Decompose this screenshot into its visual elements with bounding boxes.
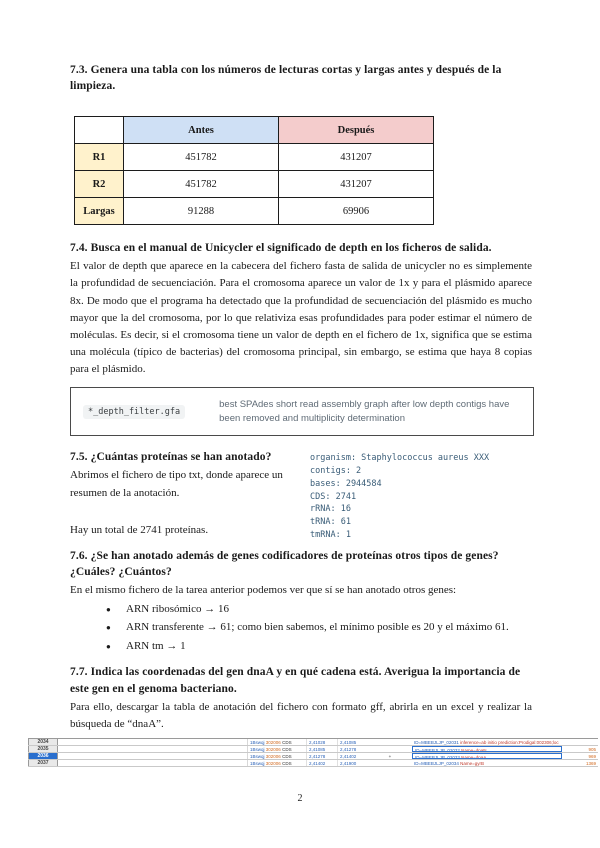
document-page: 7.3. Genera una tabla con los números de…	[70, 64, 534, 730]
section-7-4-heading: 7.4. Busca en el manual de Unicycler el …	[70, 242, 492, 255]
cell-largas-antes: 91288	[123, 197, 279, 226]
cell-r1-despues: 431207	[278, 143, 434, 172]
section-7-6-intro: En el mismo fichero de la tarea anterior…	[70, 583, 457, 596]
cell-end: 2,41085	[337, 739, 368, 745]
gfa-filename-code: *_depth_filter.gfa	[83, 404, 186, 419]
row-number: 2037	[28, 760, 58, 766]
col-header-despues: Después	[278, 116, 434, 145]
cell-start: 2,41028	[306, 739, 337, 745]
spreadsheet-row: 2035 1Bswqj 302006 CDS 2,41085 2,41278 I…	[28, 746, 598, 753]
code-line: tRNA: 61	[310, 517, 351, 528]
list-item: ● ARN ribosómico → 16	[100, 601, 532, 618]
code-line: CDS: 2741	[310, 491, 357, 502]
annotation-summary-code: organism: Staphylococcus aureus XXX conti…	[310, 449, 489, 541]
list-item: ● ARN transferente → 61; como bien sabem…	[100, 619, 532, 636]
section-7-4-body: El valor de depth que aparece en la cabe…	[70, 260, 532, 376]
spreadsheet-row: 2034 1Bswqj 302006 CDS 2,41028 2,41085 I…	[28, 739, 598, 746]
col-header-antes: Antes	[123, 116, 279, 145]
section-7-5-heading: 7.5. ¿Cuántas proteínas se han anotado?	[70, 451, 272, 464]
cell-extra: 969	[588, 754, 596, 759]
cell-strand: +	[388, 754, 392, 759]
cell-strand	[368, 760, 412, 766]
cell-r2-despues: 431207	[278, 170, 434, 199]
cell-largas-despues: 69906	[278, 197, 434, 226]
section-7-5: 7.5. ¿Cuántas proteínas se han anotado? …	[70, 449, 532, 541]
cell-seq-source-feature: 1Bswqj 302006 CDS	[250, 740, 292, 745]
list-item-text: ARN transferente → 61; como bien sabemos…	[126, 621, 509, 634]
row-label-r2: R2	[74, 170, 124, 199]
cell-end: 2,41900	[337, 760, 368, 766]
cell-seq-source-feature: 1Bswqj 302006 CDS	[250, 754, 292, 759]
cell-attributes-selected[interactable]: ID=MBEBJLJP_02032 Name=dnaN	[412, 746, 562, 752]
bullet-icon: ●	[106, 604, 111, 614]
gfa-file-description: best SPAdes short read assembly graph af…	[219, 398, 510, 424]
cell-start: 2,41402	[306, 760, 337, 766]
row-label-largas: Largas	[74, 197, 124, 226]
section-7-3-heading: 7.3. Genera una tabla con los números de…	[70, 64, 502, 93]
cell-seq-source-feature: 1Bswqj 302006 CDS	[250, 761, 292, 766]
manual-excerpt-box: *_depth_filter.gfa best SPAdes short rea…	[70, 387, 534, 437]
code-line: contigs: 2	[310, 466, 362, 477]
cell-extra: 905	[588, 747, 596, 752]
cell-r1-antes: 451782	[123, 143, 279, 172]
bullet-icon: ●	[106, 623, 111, 633]
cell-start: 2,41278	[306, 753, 337, 759]
table-row: Largas 91288 69906	[74, 197, 434, 226]
row-number: 2035	[28, 746, 58, 752]
bullet-icon: ●	[106, 641, 111, 651]
section-7-7-body: Para ello, descargar la tabla de anotaci…	[70, 700, 532, 730]
reads-table: Antes Después R1 451782 431207 R2 451782…	[74, 116, 532, 226]
row-label-r1: R1	[74, 143, 124, 172]
code-line: tmRNA: 1	[310, 529, 351, 540]
cell-end: 2,41278	[337, 746, 368, 752]
cell-extra	[562, 739, 598, 745]
cell-strand	[368, 746, 412, 752]
code-line: rRNA: 16	[310, 504, 351, 515]
cell-end: 2,41402	[337, 753, 368, 759]
cell-strand	[368, 739, 412, 745]
cell-attributes: ID=MBEBJLJP_02034 Name=gyrB	[414, 761, 485, 766]
table-row: R1 451782 431207	[74, 143, 434, 172]
section-7-5-body2: Hay un total de 2741 proteínas.	[70, 523, 209, 536]
cell-attributes: ID=MBEBJLJP_02031 inference=ab initio pr…	[414, 740, 559, 745]
section-7-7-heading: 7.7. Indica las coordenadas del gen dnaA…	[70, 666, 521, 695]
cell-start: 2,41085	[306, 746, 337, 752]
cell-attributes-dnaa[interactable]: ID=MBEBJLJP_02033 Name=dnaA	[412, 753, 562, 759]
row-number-selected[interactable]: 2036	[28, 753, 58, 759]
page-number: 2	[297, 793, 303, 804]
code-line: bases: 2944584	[310, 478, 382, 489]
code-line: organism: Staphylococcus aureus XXX	[310, 453, 490, 464]
list-item: ● ARN tm → 1	[100, 638, 532, 655]
cell-seq-source-feature: 1Bswqj 302006 CDS	[250, 747, 292, 752]
section-7-6-heading: 7.6. ¿Se han anotado además de genes cod…	[70, 549, 499, 578]
gene-types-list: ● ARN ribosómico → 16 ● ARN transferente…	[100, 601, 532, 655]
cell-extra: 1369	[585, 761, 596, 766]
spreadsheet-row: 2037 1Bswqj 302006 CDS 2,41402 2,41900 I…	[28, 760, 598, 767]
cell-r2-antes: 451782	[123, 170, 279, 199]
table-corner-cell	[74, 116, 124, 145]
excel-gff-screenshot: 2034 1Bswqj 302006 CDS 2,41028 2,41085 I…	[28, 738, 598, 767]
list-item-text: ARN tm → 1	[126, 639, 186, 652]
table-header-row: Antes Después	[74, 116, 434, 145]
list-item-text: ARN ribosómico → 16	[126, 602, 229, 615]
spreadsheet-row-selected: 2036 1Bswqj 302006 CDS 2,41278 2,41402 +…	[28, 753, 598, 760]
section-7-5-body1: Abrimos el fichero de tipo txt, donde ap…	[70, 469, 283, 499]
table-row: R2 451782 431207	[74, 170, 434, 199]
row-number: 2034	[28, 739, 58, 745]
